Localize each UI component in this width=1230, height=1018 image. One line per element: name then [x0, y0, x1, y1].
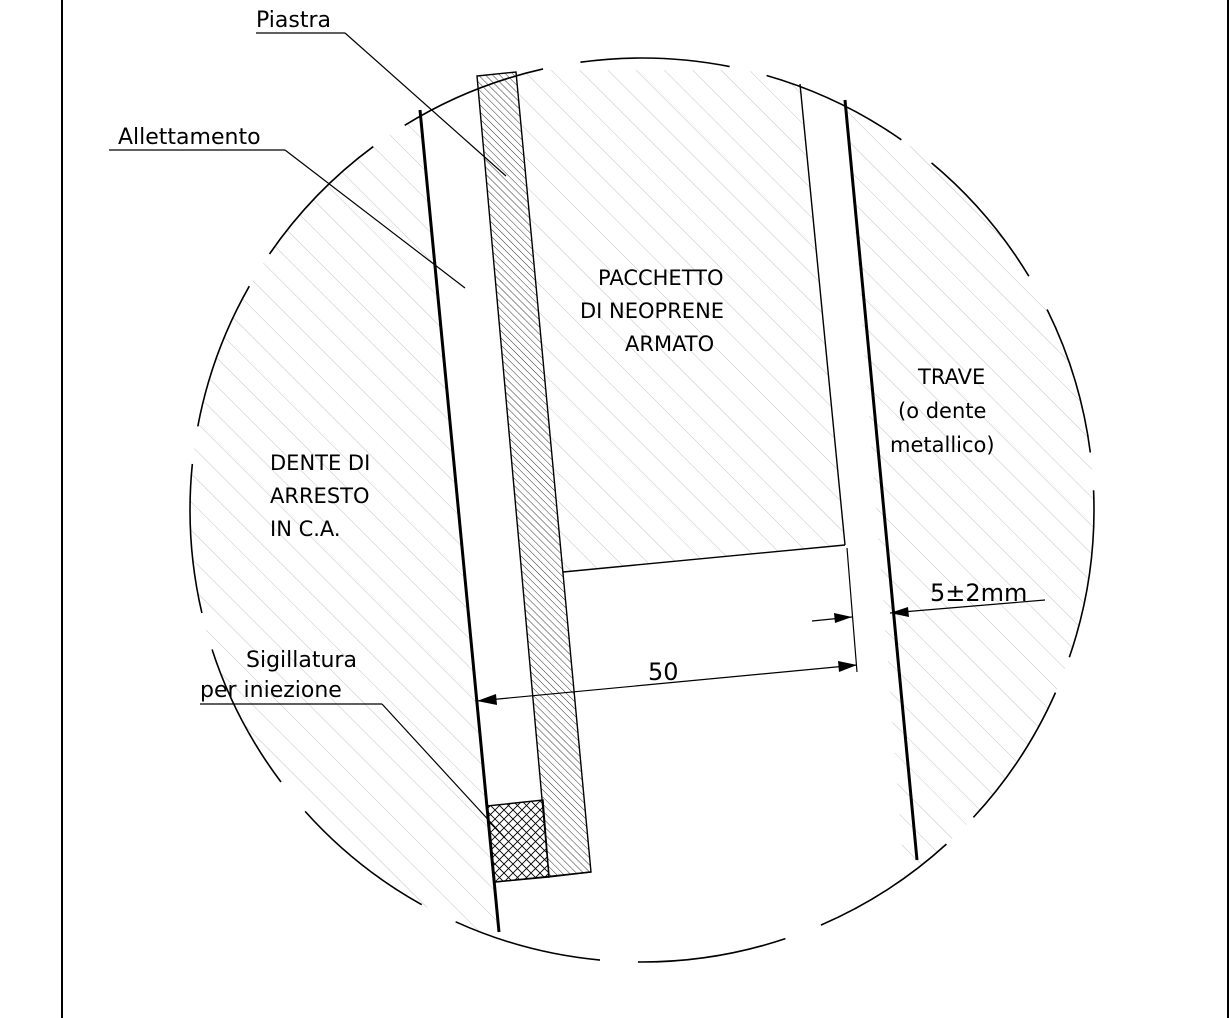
dim-gap-arrow-left	[834, 613, 852, 623]
dente-face-line	[418, 109, 501, 933]
dim-50-arrow-left	[477, 694, 497, 705]
label-trave: TRAVE (o dente metallico)	[890, 365, 995, 457]
label-allettamento: Allettamento	[118, 125, 261, 150]
neoprene-bottom-edge	[562, 544, 846, 573]
dente-concrete-hatch	[190, 58, 499, 962]
label-trave-2: (o dente	[898, 399, 986, 423]
label-pacchetto-3: ARMATO	[625, 332, 714, 356]
detail-circle	[189, 57, 1095, 963]
allettamento-leader	[284, 149, 466, 289]
seal-bottom-line	[494, 871, 592, 883]
sealing-block	[486, 799, 550, 883]
dim-50-extension	[846, 547, 858, 673]
label-pacchetto: PACCHETTO DI NEOPRENE ARMATO	[580, 266, 724, 356]
label-pacchetto-1: PACCHETTO	[598, 266, 724, 290]
dim-gap-line-right	[889, 599, 1046, 614]
dim-50-line	[476, 664, 858, 702]
label-trave-3: metallico)	[890, 433, 995, 457]
label-pacchetto-2: DI NEOPRENE	[580, 299, 724, 323]
neoprene-hatch	[516, 70, 845, 572]
label-piastra: Piastra	[256, 8, 331, 33]
dim-gap-label: 5±2mm	[930, 579, 1027, 607]
label-dente: DENTE DI ARRESTO IN C.A.	[270, 451, 370, 541]
label-sigillatura-2: per iniezione	[200, 678, 342, 703]
dim-50-label: 50	[648, 658, 679, 686]
trave-face-line	[843, 99, 919, 861]
label-dente-1: DENTE DI	[270, 451, 370, 475]
trave-hatch	[845, 100, 1094, 962]
sigillatura-leader	[381, 703, 506, 839]
dim-50-arrow-right	[838, 661, 857, 672]
neoprene-right-edge	[799, 83, 846, 546]
label-sigillatura-1: Sigillatura	[246, 648, 357, 673]
dim-gap-arrow-right	[890, 607, 909, 617]
label-dente-2: ARRESTO	[270, 484, 370, 508]
piastra-leader	[344, 32, 507, 177]
label-dente-3: IN C.A.	[270, 517, 341, 541]
label-trave-1: TRAVE	[917, 365, 985, 389]
